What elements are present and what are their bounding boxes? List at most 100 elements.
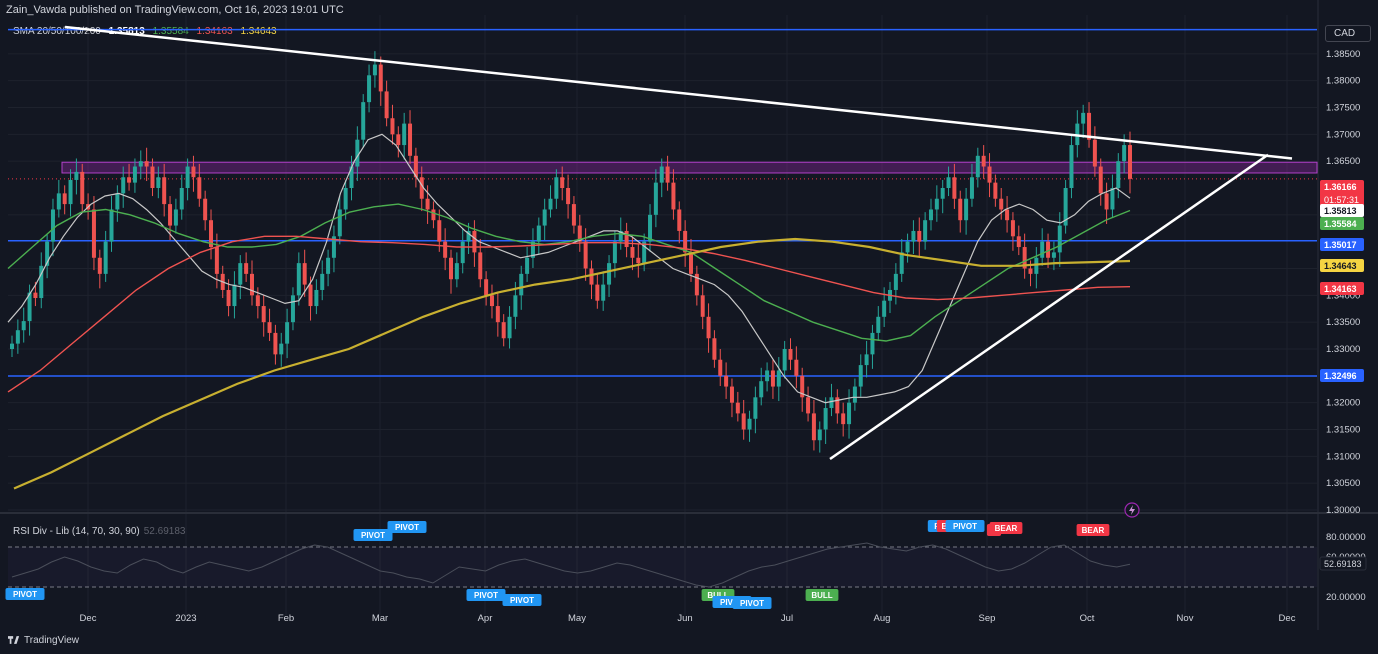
price-label-value: 1.34163 — [1324, 284, 1357, 294]
candle-body — [408, 123, 413, 156]
candle-body — [396, 134, 401, 146]
candle-body — [285, 322, 290, 344]
candle-body — [437, 220, 442, 242]
candle-body — [138, 161, 143, 167]
candle-body — [806, 397, 811, 414]
candle-body — [337, 209, 342, 237]
currency-button[interactable]: CAD — [1325, 25, 1371, 42]
candle-body — [449, 257, 454, 280]
candle-body — [1051, 252, 1056, 258]
candle-body — [472, 230, 477, 253]
candle-body — [460, 241, 465, 264]
candle-body — [1069, 145, 1074, 188]
tradingview-logo-icon — [8, 636, 20, 645]
candle-body — [273, 332, 278, 355]
rsi-line — [11, 542, 1131, 588]
candle-body — [1081, 112, 1086, 124]
candle-body — [244, 263, 249, 274]
trendlines — [64, 25, 1293, 461]
candle-body — [413, 155, 418, 178]
sma50-line — [7, 203, 1131, 342]
price-tick-label: 1.34000 — [1326, 290, 1360, 301]
ascending-trendline — [829, 153, 1269, 461]
candle-body — [864, 354, 869, 366]
price-label-box — [1320, 369, 1364, 382]
sma-label: SMA 20/50/100/200 — [13, 26, 101, 37]
price-label-value: 1.32496 — [1324, 371, 1357, 381]
candle-body — [648, 214, 653, 242]
candle-body — [349, 166, 354, 188]
candle-body — [536, 225, 541, 242]
candle-body — [958, 198, 963, 221]
candle-body — [917, 230, 922, 242]
sma100-line — [7, 235, 1131, 393]
candle-body — [33, 292, 38, 299]
candle-body — [1063, 188, 1068, 226]
candle-body — [1040, 241, 1045, 258]
candle-body — [653, 182, 658, 215]
candle-body — [489, 295, 494, 307]
time-tick-label: 2023 — [175, 613, 196, 624]
candle-body — [636, 257, 641, 264]
candle-body — [367, 75, 372, 103]
candle-body — [934, 198, 939, 210]
price-tick-label: 1.38000 — [1326, 76, 1360, 87]
descending-trendline — [64, 25, 1293, 160]
candle-body — [735, 402, 740, 414]
candle-body — [899, 252, 904, 274]
price-label-box — [1320, 259, 1364, 272]
rsi-band — [8, 547, 1317, 587]
time-tick-label: Jul — [781, 613, 793, 624]
candle-body — [993, 182, 998, 199]
candle-body — [1034, 257, 1039, 274]
candle-body — [501, 322, 506, 339]
rsi-marker-label: BEAR — [995, 524, 1018, 533]
rsi-legend-value: 52.69183 — [143, 526, 186, 537]
rsi-label: RSI Div - Lib (14, 70, 30, 90) — [13, 526, 140, 537]
candle-body — [10, 343, 14, 349]
candle-body — [74, 171, 79, 180]
price-tick-label: 1.37000 — [1326, 129, 1360, 140]
candle-body — [823, 408, 828, 430]
candle-body — [718, 359, 723, 376]
tradingview-brand[interactable]: TradingView — [8, 635, 79, 646]
candle-body — [431, 209, 436, 221]
candle-body — [811, 413, 816, 441]
rsi-marker-label: BEAR — [1082, 526, 1105, 535]
time-tick-label: Dec — [80, 613, 97, 624]
candle-body — [893, 273, 898, 290]
rsi-marker-bull — [805, 589, 839, 601]
candle-body — [27, 292, 32, 322]
candle-body — [1098, 166, 1103, 194]
candle-body — [829, 397, 834, 409]
horizontal-levels — [8, 28, 1317, 377]
candle-body — [56, 193, 61, 210]
candle-body — [870, 332, 875, 355]
candle-body — [39, 265, 44, 299]
price-label-value: 1.36166 — [1324, 182, 1357, 192]
candle-body — [753, 397, 758, 419]
candle-body — [279, 343, 284, 355]
time-tick-label: May — [568, 613, 586, 624]
candle-body — [975, 155, 980, 178]
time-tick-label: Aug — [874, 613, 891, 624]
candle-body — [1092, 139, 1097, 167]
rsi-legend[interactable]: RSI Div - Lib (14, 70, 30, 90) 52.69183 — [13, 526, 185, 537]
rsi-marker-pivot — [387, 521, 427, 533]
price-label-box — [1320, 282, 1364, 295]
price-tick-label: 1.33500 — [1326, 317, 1360, 328]
price-label-box — [1320, 217, 1364, 230]
price-label-countdown: 01:57:31 — [1324, 195, 1359, 205]
candle-body — [179, 188, 184, 210]
candle-body — [150, 166, 155, 188]
candle-body — [794, 359, 799, 376]
candle-body — [700, 295, 705, 317]
candle-body — [706, 316, 711, 339]
candle-body — [15, 330, 20, 344]
sma-legend[interactable]: SMA 20/50/100/200 1.35813 1.35584 1.3416… — [13, 26, 282, 37]
candle-body — [964, 198, 969, 221]
candle-body — [946, 177, 951, 188]
candles — [10, 51, 1132, 453]
candle-body — [331, 236, 336, 258]
